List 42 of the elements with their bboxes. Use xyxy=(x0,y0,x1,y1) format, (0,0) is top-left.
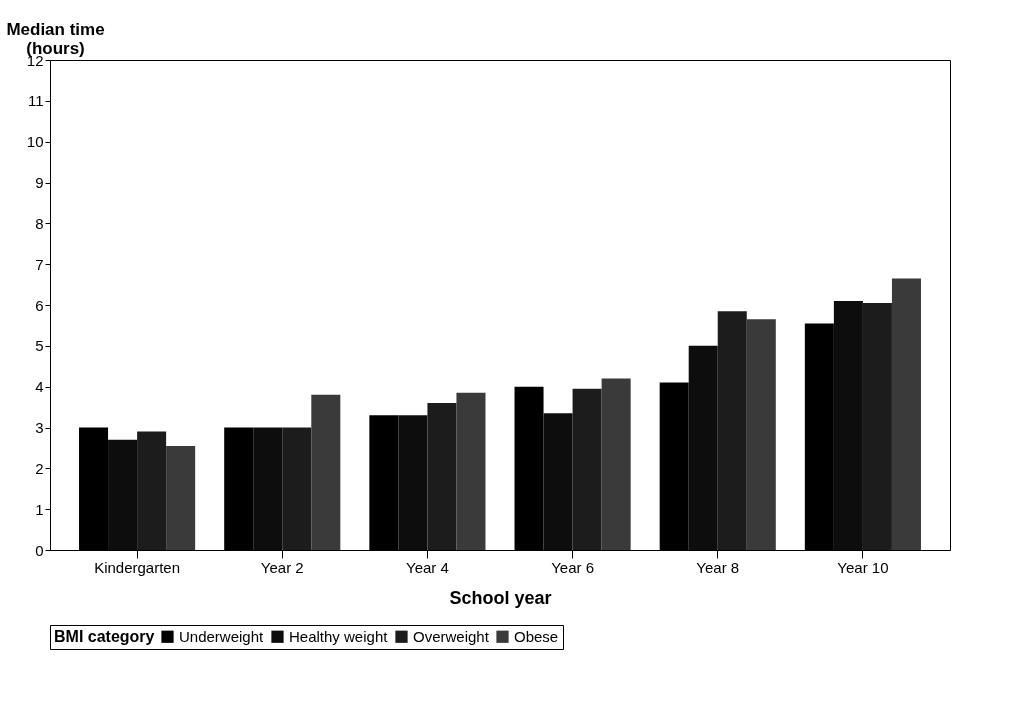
bar xyxy=(688,345,718,550)
y-tick-label: 4 xyxy=(35,378,44,396)
bar xyxy=(746,319,776,550)
bar xyxy=(456,392,486,550)
bar xyxy=(862,302,892,550)
bar xyxy=(833,300,863,550)
y-tick-label: 6 xyxy=(35,296,44,314)
x-tick-label: Kindergarten xyxy=(94,558,181,576)
x-tick-label: Year 10 xyxy=(837,558,889,576)
y-tick-label: 8 xyxy=(35,214,44,232)
y-tick-label: 1 xyxy=(35,500,44,518)
x-tick-label: Year 6 xyxy=(551,558,594,576)
y-tick-label: 2 xyxy=(35,459,44,477)
y-tick-label: 10 xyxy=(26,133,44,151)
bar xyxy=(543,413,573,550)
bar xyxy=(282,427,312,550)
bar xyxy=(253,427,283,550)
legend-label: Healthy weight xyxy=(289,627,389,645)
y-tick-label: 0 xyxy=(35,541,44,559)
x-tick-label: Year 8 xyxy=(696,558,740,576)
y-tick-label: 11 xyxy=(27,92,44,110)
legend-title: BMI category xyxy=(54,628,155,645)
y-tick-label: 9 xyxy=(35,174,44,191)
bar xyxy=(166,445,196,550)
x-axis-title: School year xyxy=(449,587,552,608)
y-tick-label: 7 xyxy=(35,255,44,273)
x-tick-label: Year 2 xyxy=(260,558,304,576)
bar xyxy=(601,378,631,550)
legend-label: Obese xyxy=(514,627,559,645)
bar xyxy=(717,311,747,550)
bar xyxy=(427,403,457,550)
y-tick-label: 3 xyxy=(35,419,44,436)
x-tick-label: Year 4 xyxy=(406,558,449,576)
bar xyxy=(572,388,602,550)
y-tick-label: 5 xyxy=(35,337,44,355)
bar xyxy=(398,415,428,550)
bar xyxy=(891,278,921,550)
bar xyxy=(108,439,138,550)
legend-label: Overweight xyxy=(413,627,490,645)
legend-label: Underweight xyxy=(179,627,265,645)
bar xyxy=(311,394,341,550)
bar xyxy=(137,431,167,550)
